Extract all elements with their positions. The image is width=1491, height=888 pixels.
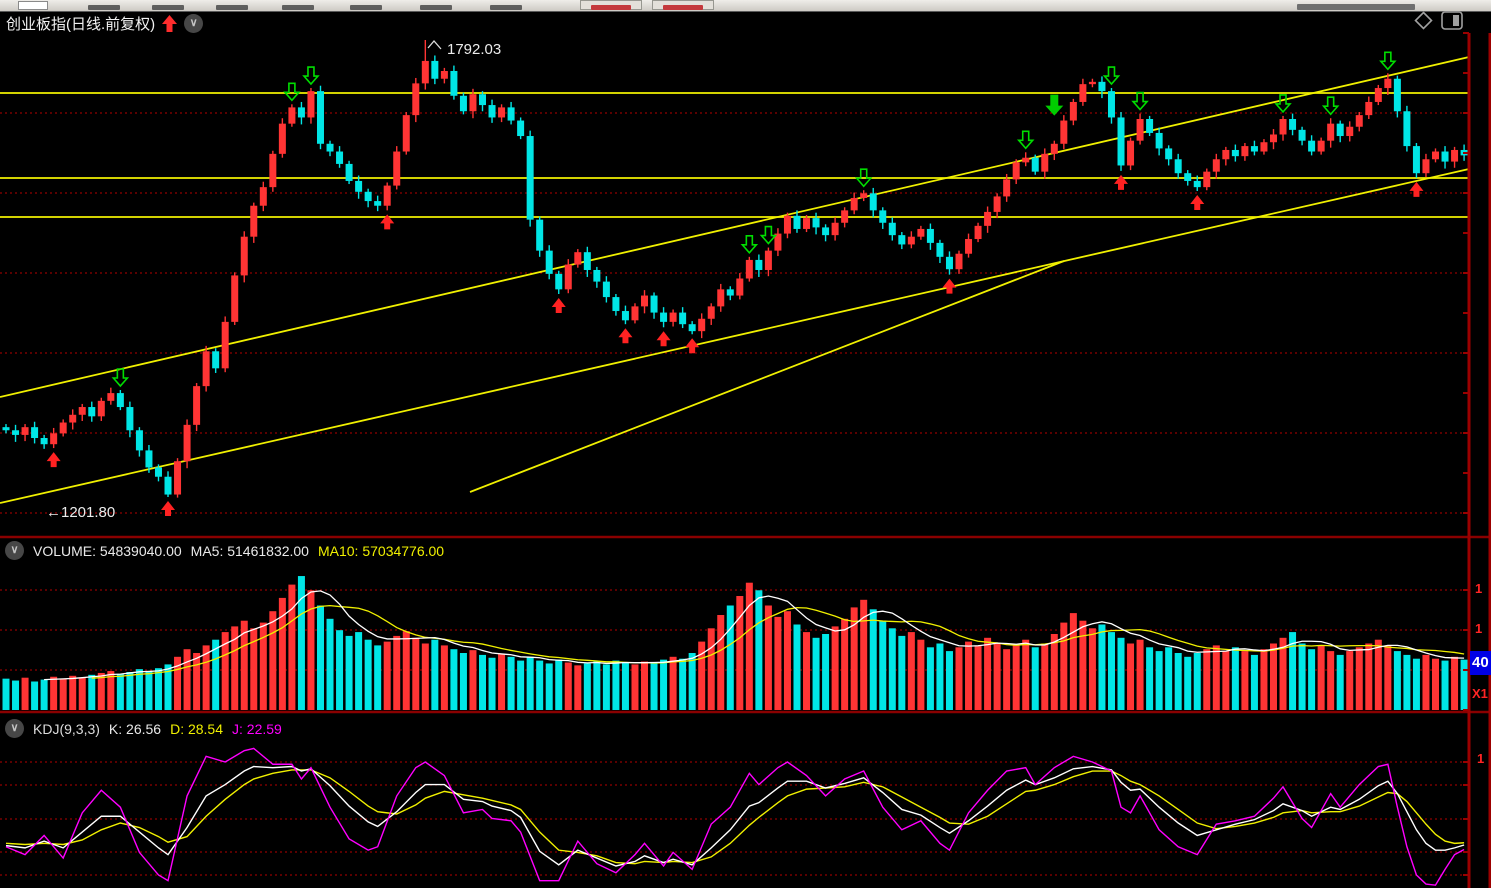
sell-signal-solid-arrow-icon: [1045, 94, 1064, 116]
menu-item-illegible: [282, 5, 314, 10]
volume-ma10-value: MA10: 57034776.00: [317, 542, 445, 559]
sell-signal-arrow-icon: [1102, 66, 1121, 86]
menu-item-illegible: [420, 5, 452, 10]
buy-signal-arrow-icon: [1190, 195, 1205, 211]
buy-signal-arrow-icon: [656, 331, 671, 347]
kdj-d-value: D: 28.54: [170, 720, 224, 737]
volume-value: VOLUME: 54839040.00: [33, 542, 182, 559]
volume-bars: [2, 576, 1468, 710]
red-text-smudge: [591, 5, 631, 10]
collapse-kdj-panel-button[interactable]: ∨: [5, 719, 24, 738]
sell-signal-arrow-icon: [111, 368, 130, 388]
signal-arrows: [46, 51, 1424, 517]
buy-signal-arrow-icon: [380, 214, 395, 230]
menu-button-red[interactable]: [652, 0, 714, 10]
price-axis: [0, 32, 1491, 888]
panel-layout-icon[interactable]: [1441, 11, 1463, 30]
chart-title-bar: 创业板指(日线.前复权) ∨: [6, 13, 204, 34]
sell-signal-arrow-icon: [1274, 94, 1292, 114]
sell-signal-arrow-icon: [1016, 130, 1035, 150]
top-menu-bar[interactable]: [0, 0, 1491, 12]
volume-axis-tick-label: 1: [1475, 581, 1483, 596]
diamond-marker-icon[interactable]: [1414, 11, 1433, 30]
buy-signal-arrow-icon: [618, 328, 633, 344]
kdj-k-value: K: 26.56: [108, 720, 162, 737]
buy-signal-arrow-icon: [942, 278, 957, 294]
buy-signal-arrow-icon: [551, 297, 566, 313]
candlesticks: [2, 40, 1468, 498]
low-price-label: ←1201.80: [46, 504, 115, 521]
corner-tools: [1414, 11, 1463, 30]
menu-button-red[interactable]: [580, 0, 642, 10]
collapse-volume-panel-button[interactable]: ∨: [5, 541, 24, 560]
volume-axis-tick-label: 1: [1475, 621, 1483, 636]
volume-panel-header: ∨ VOLUME: 54839040.00 MA5: 51461832.00 M…: [5, 541, 444, 560]
up-arrow-icon: [162, 15, 178, 32]
buy-signal-arrow-icon: [161, 501, 176, 517]
sell-signal-arrow-icon: [740, 235, 759, 255]
sell-signal-arrow-icon: [1131, 91, 1149, 111]
buy-signal-arrow-icon: [46, 452, 61, 468]
sell-signal-arrow-icon: [302, 66, 320, 86]
sell-signal-arrow-icon: [283, 82, 301, 102]
high-price-label: 1792.03: [447, 41, 501, 58]
kdj-indicator-name: KDJ(9,3,3): [33, 720, 100, 737]
menu-logo-box: [18, 1, 48, 10]
sell-signal-arrow-icon: [854, 168, 873, 188]
red-text-smudge: [663, 5, 703, 10]
kdj-j-value: J: 22.59: [232, 720, 282, 737]
trend-lines: [0, 56, 1470, 504]
menu-item-illegible: [490, 5, 522, 10]
buy-signal-arrow-icon: [1409, 181, 1424, 197]
volume-axis-multiplier: X1: [1472, 686, 1488, 701]
buy-signal-arrow-icon: [685, 338, 700, 354]
menu-item-illegible: [152, 5, 184, 10]
kdj-lines: [5, 747, 1465, 886]
menu-item-illegible: [350, 5, 382, 10]
window-title-smudge: [1297, 4, 1415, 10]
volume-ma5-value: MA5: 51461832.00: [190, 542, 309, 559]
sell-signal-arrow-icon: [1321, 96, 1340, 116]
sell-signal-arrow-icon: [1379, 51, 1397, 71]
instrument-title: 创业板指(日线.前复权): [6, 16, 156, 33]
menu-item-illegible: [88, 5, 120, 10]
volume-current-value-box: 40: [1470, 651, 1491, 675]
menu-item-illegible: [216, 5, 248, 10]
volume-ma-lines: [44, 590, 1465, 681]
sell-signal-arrow-icon: [759, 225, 778, 245]
kdj-panel-header: ∨ KDJ(9,3,3) K: 26.56 D: 28.54 J: 22.59: [5, 719, 282, 738]
kdj-axis-tick-label: 1: [1477, 751, 1485, 766]
buy-signal-arrow-icon: [1114, 174, 1129, 190]
price-annotations: 1792.03 ←1201.80: [46, 40, 501, 521]
collapse-main-chart-button[interactable]: ∨: [184, 14, 204, 33]
